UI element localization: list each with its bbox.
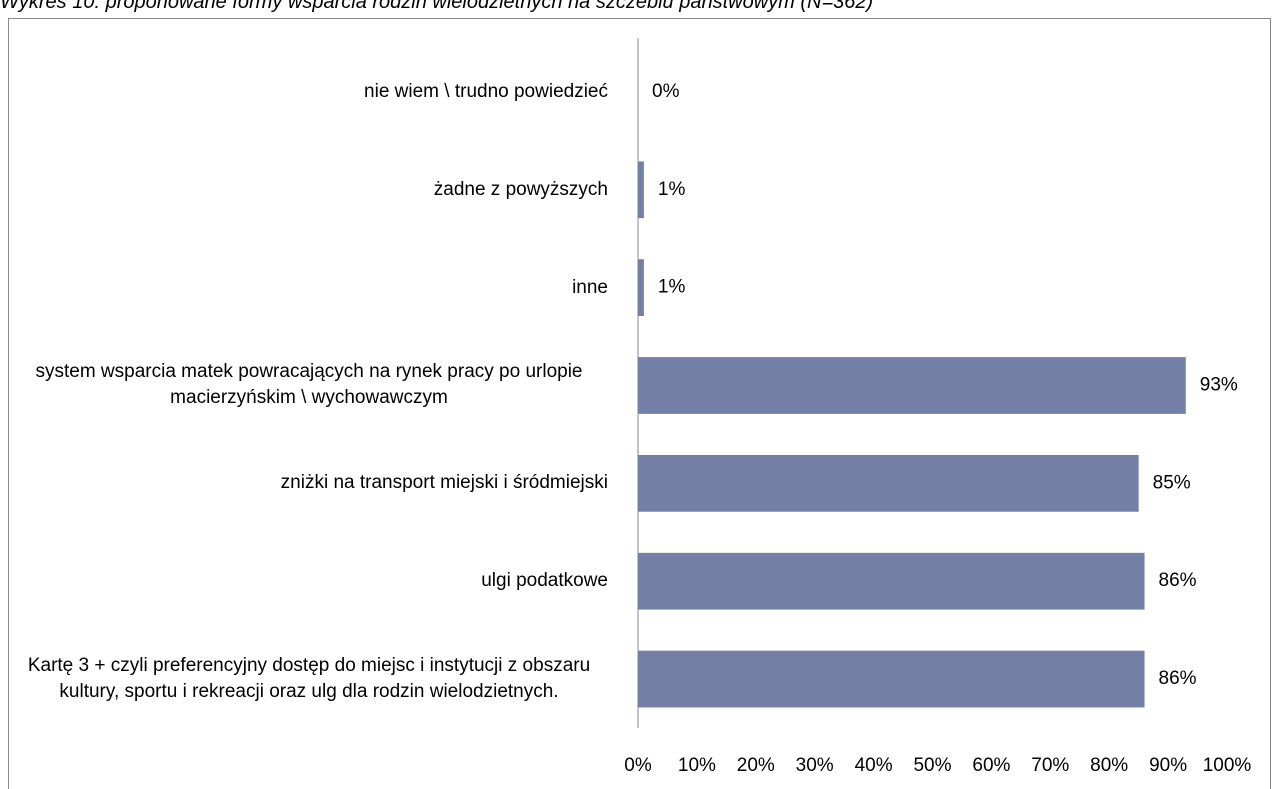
bar — [638, 259, 644, 317]
x-tick-label: 30% — [796, 755, 834, 776]
bar — [638, 552, 1145, 610]
bar — [638, 357, 1186, 414]
y-tick-label-box: inne — [10, 239, 608, 337]
y-tick-label-box: żadne z powyższych — [10, 141, 608, 239]
x-tick-label: 50% — [913, 755, 951, 776]
y-tick-label: Kartę 3 + czyli preferencyjny dostęp do … — [27, 655, 591, 703]
x-tick-label: 20% — [737, 755, 775, 776]
y-tick-label: inne — [572, 276, 608, 298]
y-tick-label-box: nie wiem \ trudno powiedzieć — [10, 43, 608, 141]
y-tick-label-box: system wsparcia matek powracających na r… — [10, 337, 608, 435]
y-tick-label-box: Kartę 3 + czyli preferencyjny dostęp do … — [10, 630, 608, 728]
data-label: 1% — [658, 277, 686, 298]
y-tick-label-box: zniżki na transport miejski i śródmiejsk… — [10, 434, 608, 532]
chart-title: Wykres 10. proponowane formy wsparcia ro… — [0, 0, 874, 13]
chart-border — [8, 18, 1271, 789]
y-tick-label: ulgi podatkowe — [481, 570, 608, 592]
data-label: 1% — [658, 179, 686, 200]
data-label: 0% — [652, 81, 680, 102]
y-tick-label: żadne z powyższych — [433, 178, 608, 200]
x-tick-label: 70% — [1031, 755, 1069, 776]
x-tick-label: 90% — [1149, 755, 1187, 776]
x-tick-label: 80% — [1090, 755, 1128, 776]
x-tick-label: 40% — [855, 755, 893, 776]
data-label: 86% — [1159, 668, 1197, 689]
y-tick-label-box: ulgi podatkowe — [10, 532, 608, 630]
data-label: 86% — [1159, 570, 1197, 591]
data-label: 85% — [1153, 472, 1191, 493]
bar — [638, 454, 1139, 512]
bar — [638, 650, 1145, 708]
x-tick-label: 100% — [1203, 755, 1252, 776]
y-tick-label: zniżki na transport miejski i śródmiejsk… — [280, 472, 608, 494]
bar — [638, 161, 644, 219]
data-label: 93% — [1200, 375, 1238, 396]
y-tick-label: nie wiem \ trudno powiedzieć — [364, 80, 608, 102]
y-tick-label: system wsparcia matek powracających na r… — [35, 361, 583, 409]
x-tick-label: 10% — [678, 755, 716, 776]
x-tick-label: 60% — [972, 755, 1010, 776]
x-tick-label: 0% — [624, 755, 652, 776]
